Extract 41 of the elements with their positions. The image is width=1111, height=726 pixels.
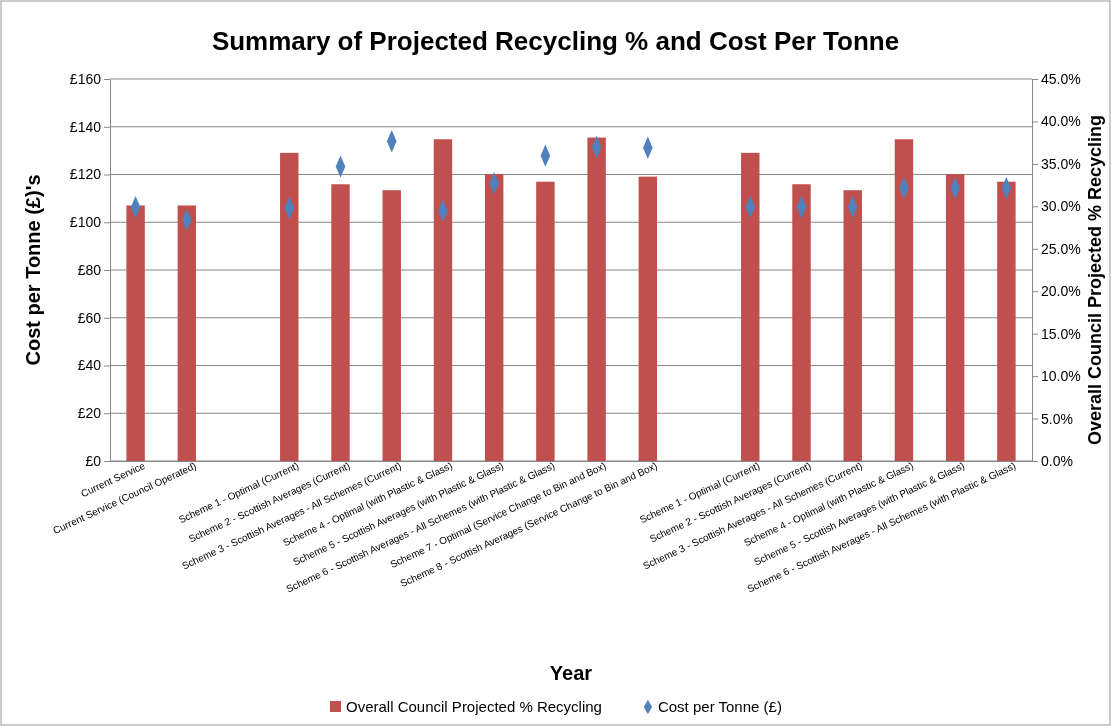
bar [280, 152, 299, 461]
y2-tick-label: 45.0% [1041, 70, 1081, 87]
bar [843, 190, 862, 461]
bar [894, 139, 914, 461]
y-tick-label: £80 [77, 261, 102, 278]
legend-label: Cost per Tonne (£) [657, 698, 782, 715]
y-tick-label: £40 [77, 357, 102, 374]
y2-tick-label: 20.0% [1041, 283, 1081, 300]
bar [792, 184, 811, 461]
y-tick-label: £120 [69, 166, 102, 183]
y-tick-label: £160 [69, 70, 102, 87]
y2-tick-label: 10.0% [1041, 368, 1081, 385]
y2-tick-label: 5.0% [1041, 410, 1073, 427]
y-tick-label: £100 [69, 214, 102, 231]
bar [536, 181, 555, 461]
y2-tick-label: 40.0% [1041, 113, 1081, 130]
bar [177, 205, 197, 461]
x-axis-title: Year [549, 662, 593, 684]
bar [484, 174, 504, 461]
bar [638, 176, 658, 461]
bar [331, 184, 350, 461]
bar [741, 152, 760, 461]
y2-tick-label: 15.0% [1041, 325, 1081, 342]
y2-tick-label: 0.0% [1041, 452, 1073, 469]
y2-axis-title: Overall Council Projected % Recycling [1085, 114, 1105, 446]
y2-tick-label: 35.0% [1041, 155, 1081, 172]
y2-tick-label: 30.0% [1041, 198, 1081, 215]
bar [126, 205, 145, 461]
y-tick-label: £140 [69, 118, 102, 135]
y-axis-title: Cost per Tonne (£)'s [22, 174, 44, 366]
y-tick-label: £60 [77, 309, 102, 326]
bar [997, 181, 1016, 461]
chart-title: Summary of Projected Recycling % and Cost Per Tonne [211, 26, 900, 56]
bar [382, 190, 401, 461]
y-tick-label: £0 [85, 452, 102, 469]
bar [945, 174, 965, 461]
y2-tick-label: 25.0% [1041, 240, 1081, 257]
legend-label: Overall Council Projected % Recycling [346, 698, 602, 715]
y-tick-label: £20 [77, 405, 102, 422]
bar [433, 139, 453, 461]
bar [587, 137, 606, 461]
